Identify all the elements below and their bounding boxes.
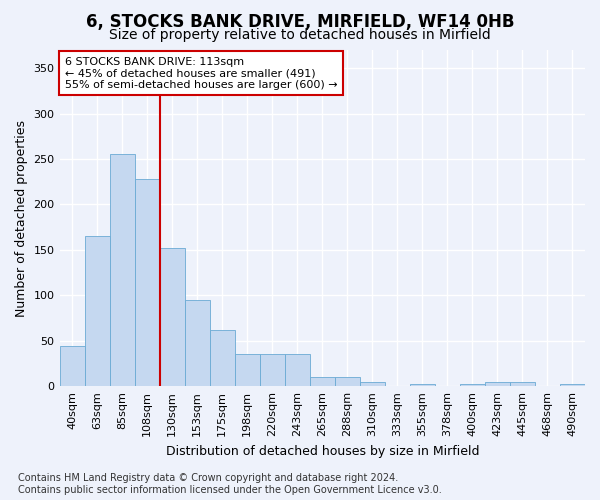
Bar xyxy=(209,330,235,386)
Bar xyxy=(110,154,134,386)
Bar xyxy=(260,354,285,386)
Text: Size of property relative to detached houses in Mirfield: Size of property relative to detached ho… xyxy=(109,28,491,42)
Bar xyxy=(59,346,85,386)
Bar xyxy=(160,248,185,386)
Bar xyxy=(185,300,209,386)
Bar xyxy=(360,382,385,386)
Text: 6 STOCKS BANK DRIVE: 113sqm
← 45% of detached houses are smaller (491)
55% of se: 6 STOCKS BANK DRIVE: 113sqm ← 45% of det… xyxy=(65,56,337,90)
Bar xyxy=(560,384,585,386)
Bar xyxy=(310,377,335,386)
Bar xyxy=(410,384,435,386)
Bar xyxy=(285,354,310,386)
Text: 6, STOCKS BANK DRIVE, MIRFIELD, WF14 0HB: 6, STOCKS BANK DRIVE, MIRFIELD, WF14 0HB xyxy=(86,12,514,30)
Bar xyxy=(510,382,535,386)
Y-axis label: Number of detached properties: Number of detached properties xyxy=(15,120,28,316)
X-axis label: Distribution of detached houses by size in Mirfield: Distribution of detached houses by size … xyxy=(166,444,479,458)
Bar xyxy=(85,236,110,386)
Text: Contains HM Land Registry data © Crown copyright and database right 2024.
Contai: Contains HM Land Registry data © Crown c… xyxy=(18,474,442,495)
Bar xyxy=(134,179,160,386)
Bar xyxy=(335,377,360,386)
Bar xyxy=(235,354,260,386)
Bar xyxy=(460,384,485,386)
Bar xyxy=(485,382,510,386)
